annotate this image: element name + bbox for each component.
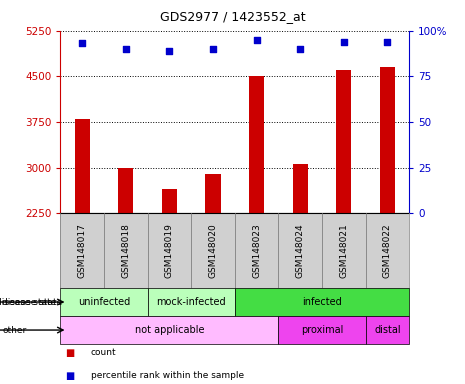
Bar (60, 288, 147, 316)
Bar (380, 67, 395, 213)
Bar (162, 189, 177, 213)
Text: count: count (91, 348, 116, 357)
Point (297, 46, 304, 52)
Bar (235, 213, 279, 288)
Text: GDS2977 / 1423552_at: GDS2977 / 1423552_at (159, 10, 306, 23)
Text: distal: distal (374, 325, 401, 335)
Point (384, 39, 391, 45)
Text: percentile rank within the sample: percentile rank within the sample (91, 371, 244, 380)
Bar (292, 164, 308, 213)
Bar (147, 213, 191, 288)
Point (253, 37, 260, 43)
Point (166, 48, 173, 54)
Text: other: other (2, 326, 27, 334)
Bar (365, 213, 409, 288)
Bar (104, 213, 147, 288)
Text: ■: ■ (65, 348, 74, 358)
Text: GSM148018: GSM148018 (121, 223, 130, 278)
Text: uninfected: uninfected (78, 297, 130, 307)
Text: GSM148020: GSM148020 (208, 223, 218, 278)
Bar (336, 70, 352, 213)
Bar (249, 76, 264, 213)
Bar (235, 288, 409, 316)
Bar (191, 213, 235, 288)
Bar (279, 213, 322, 288)
Text: GSM148019: GSM148019 (165, 223, 174, 278)
Bar (60, 213, 104, 288)
Bar (118, 167, 133, 213)
Text: GSM148022: GSM148022 (383, 223, 392, 278)
Bar (279, 316, 365, 344)
Bar (322, 213, 365, 288)
Bar (74, 119, 90, 213)
Bar (206, 174, 221, 213)
Text: GSM148017: GSM148017 (78, 223, 87, 278)
Text: GSM148021: GSM148021 (339, 223, 348, 278)
Bar (147, 288, 235, 316)
Point (340, 39, 347, 45)
Text: GSM148024: GSM148024 (296, 223, 305, 278)
Text: GSM148023: GSM148023 (252, 223, 261, 278)
Point (79, 40, 86, 46)
Bar (365, 316, 409, 344)
Text: mock-infected: mock-infected (156, 297, 226, 307)
Text: infected: infected (302, 297, 342, 307)
Text: disease state: disease state (2, 298, 63, 306)
Text: ■: ■ (65, 371, 74, 381)
Text: proximal: proximal (301, 325, 343, 335)
Bar (60, 316, 279, 344)
Text: disease state: disease state (0, 298, 56, 306)
Point (122, 46, 130, 52)
Text: not applicable: not applicable (135, 325, 204, 335)
Point (209, 46, 217, 52)
